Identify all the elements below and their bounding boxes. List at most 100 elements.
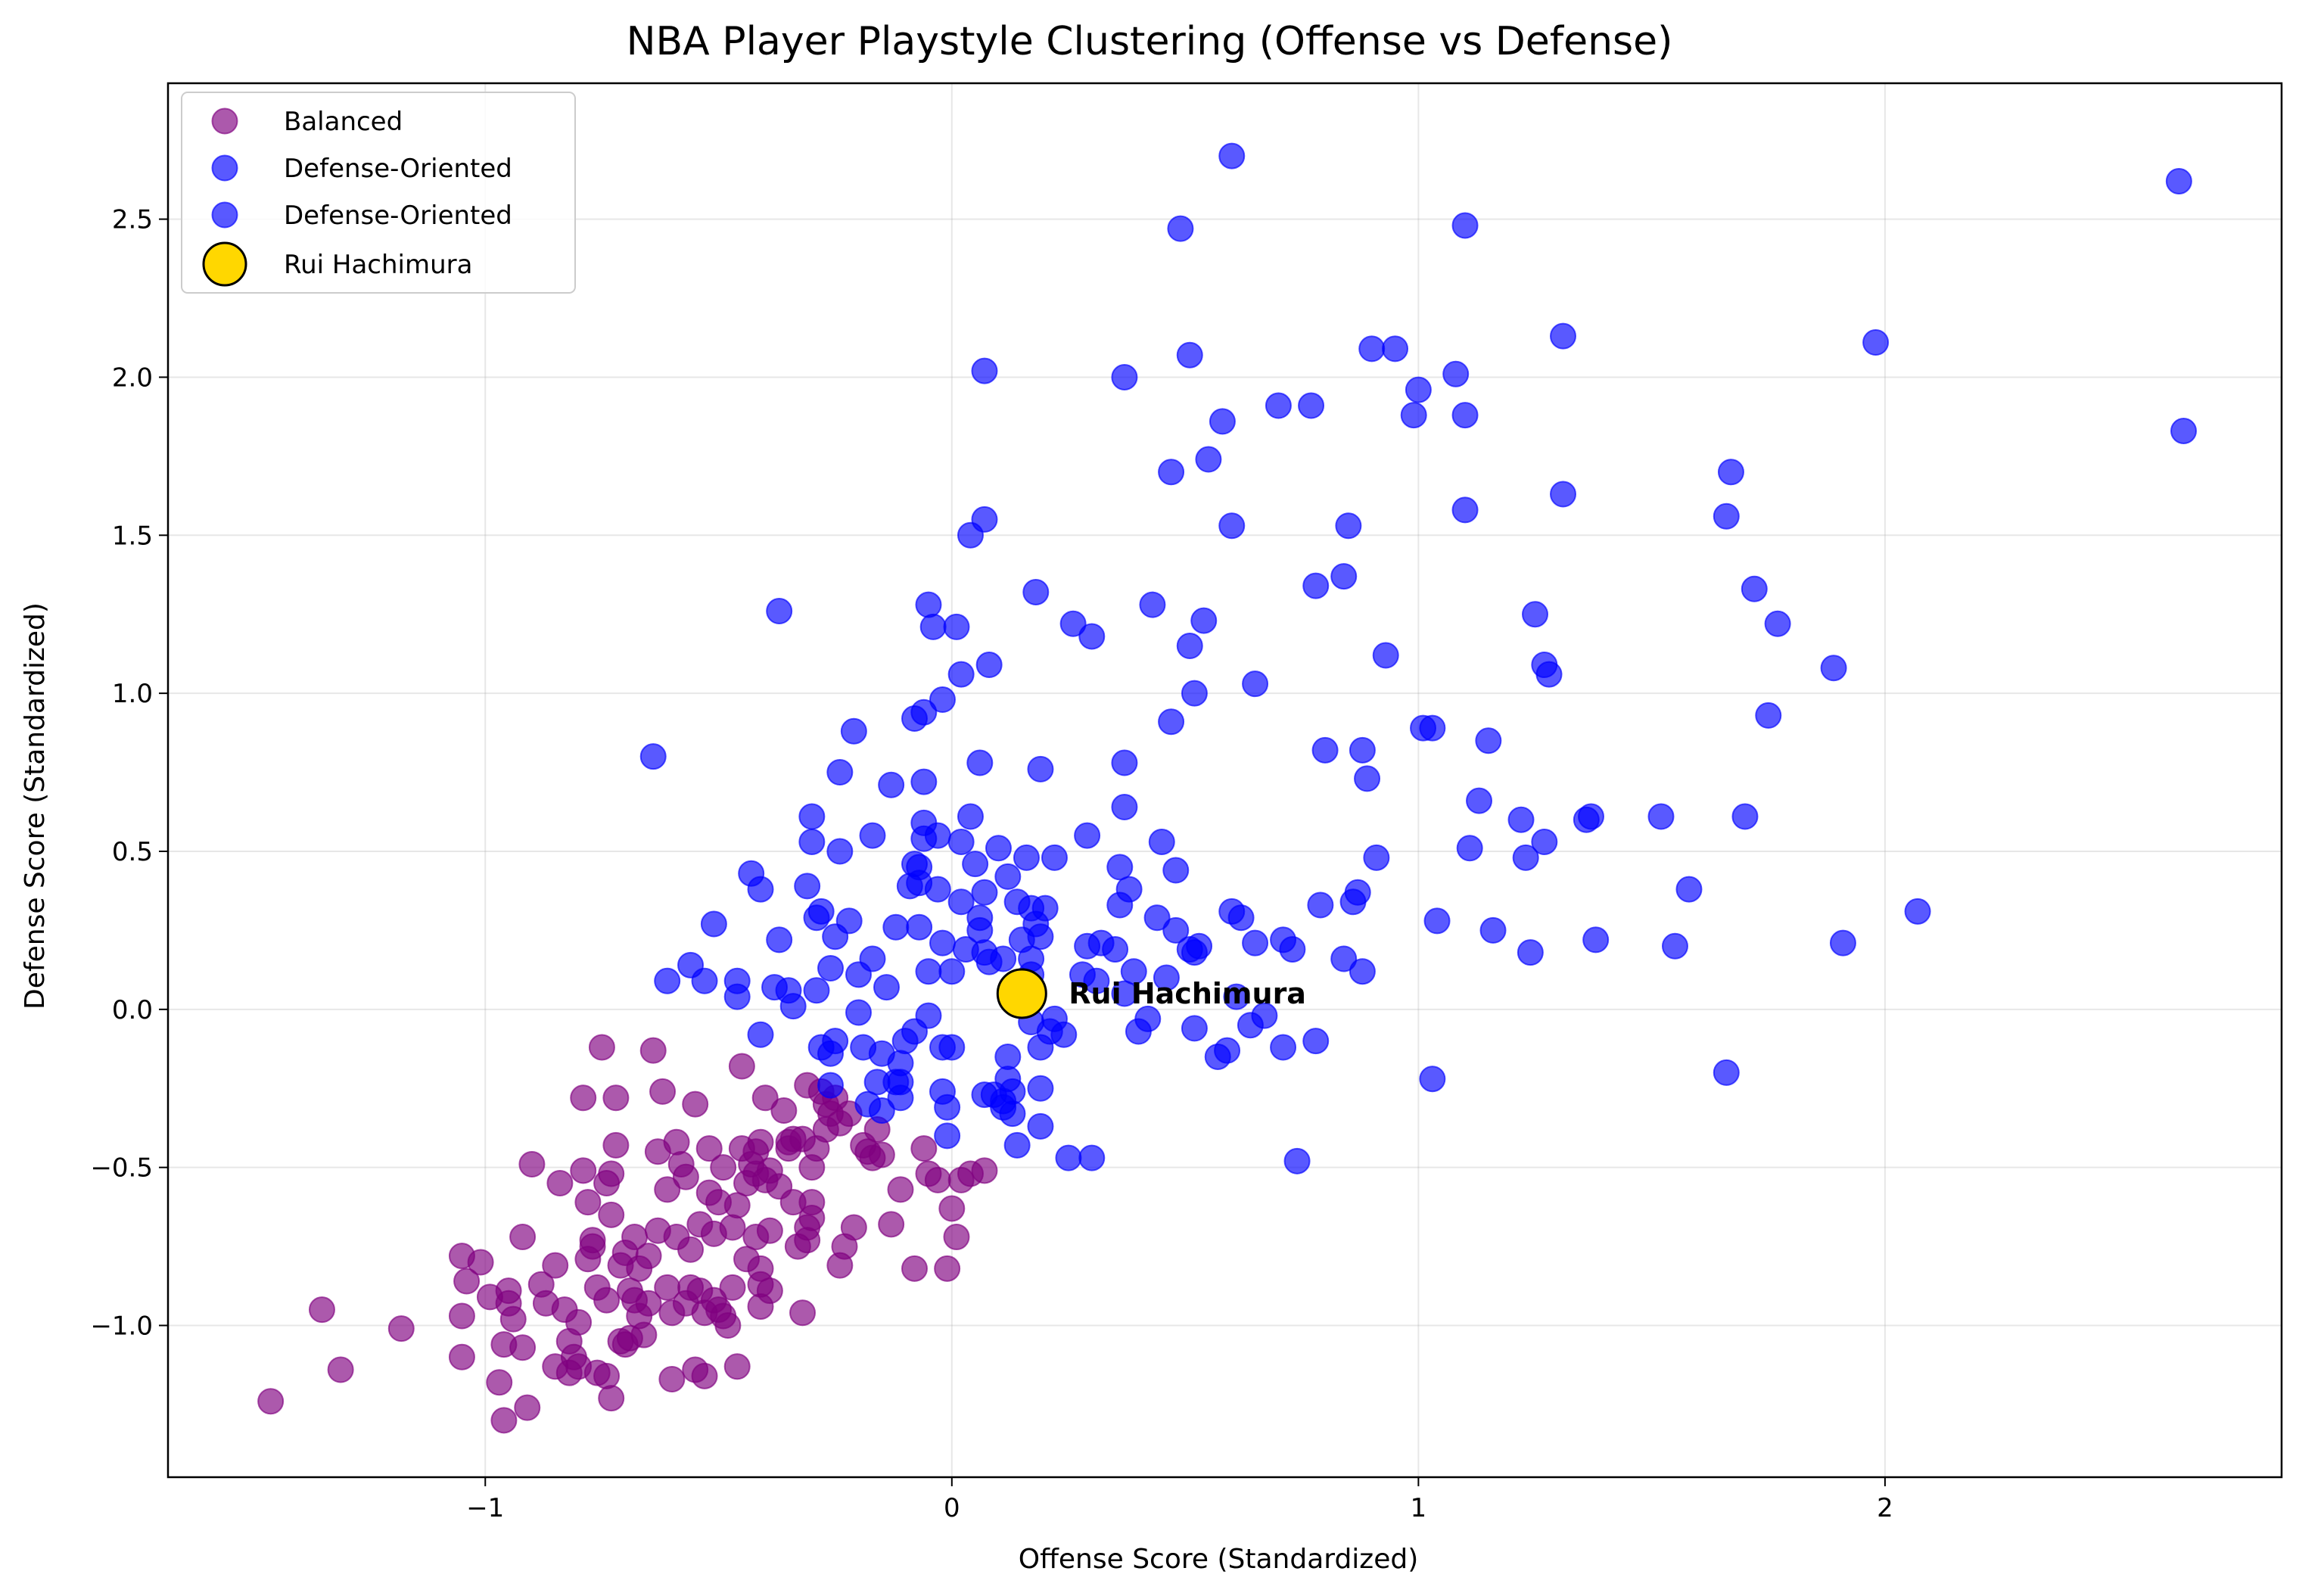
defense-oriented-point <box>929 929 956 957</box>
defense-oriented-point <box>1209 408 1236 435</box>
y-tick-label: 1.5 <box>112 521 153 551</box>
defense-oriented-point <box>985 835 1012 862</box>
balanced-point <box>518 1150 546 1178</box>
balanced-point <box>719 1274 746 1301</box>
legend: Balanced Defense-Oriented Defense-Oriented… <box>181 92 576 294</box>
defense-oriented-point <box>878 771 905 798</box>
balanced-point <box>794 1227 821 1254</box>
balanced-point <box>938 1195 966 1222</box>
defense-oriented-point <box>1270 1034 1297 1061</box>
defense-oriented-point <box>1451 402 1479 429</box>
defense-oriented-point <box>1102 935 1129 963</box>
defense-oriented-point <box>1279 935 1306 963</box>
defense-oriented-point <box>1158 459 1185 486</box>
balanced-point <box>593 1362 621 1389</box>
balanced-point <box>514 1394 541 1421</box>
balanced-point <box>943 1224 970 1251</box>
defense-oriented-point <box>840 717 867 745</box>
defense-oriented-point <box>882 913 910 941</box>
balanced-point <box>387 1315 415 1342</box>
balanced-point <box>448 1302 475 1330</box>
defense-oriented-point <box>1139 591 1166 618</box>
defense-oriented-point <box>1717 459 1744 486</box>
defense-oriented-point <box>915 591 942 618</box>
balanced-point <box>695 1135 723 1162</box>
defense-oriented-point <box>966 916 994 944</box>
defense-oriented-point <box>1027 755 1054 782</box>
defense-oriented-point <box>1283 1147 1311 1174</box>
x-tick-label: 0 <box>944 1493 960 1523</box>
balanced-point <box>635 1243 662 1270</box>
defense-oriented-point <box>910 698 938 726</box>
defense-oriented-point <box>1111 980 1138 1007</box>
defense-oriented-point <box>1003 1131 1031 1159</box>
defense-oriented-point <box>1479 916 1507 944</box>
defense-oriented-point <box>766 598 793 625</box>
defense-oriented-point <box>1358 335 1386 362</box>
defense-oriented-point <box>1242 929 1269 957</box>
defense-oriented-point <box>1143 904 1171 932</box>
defense-oriented-point <box>1475 727 1502 754</box>
balanced-point <box>910 1135 938 1162</box>
chart-title: NBA Player Playstyle Clustering (Offense… <box>627 19 1673 64</box>
balanced-point <box>570 1157 597 1184</box>
defense-oriented-point <box>1078 623 1106 650</box>
defense-oriented-point <box>1661 932 1688 960</box>
defense-oriented-point <box>1335 512 1362 540</box>
balanced-point <box>598 1201 625 1228</box>
defense-oriented-point <box>1158 708 1185 736</box>
defense-oriented-point <box>1582 926 1610 954</box>
defense-oriented-point <box>887 1050 914 1077</box>
balanced-point <box>598 1385 625 1412</box>
balanced-point <box>448 1343 475 1370</box>
defense-oriented-point <box>826 759 854 786</box>
balanced-point <box>570 1084 597 1112</box>
defense-oriented-point <box>1013 844 1040 871</box>
defense-oriented-point <box>794 873 821 900</box>
balanced-point <box>756 1217 783 1244</box>
defense-oriented-point <box>1218 512 1246 540</box>
defense-oriented-point <box>766 926 793 954</box>
defense-oriented-series <box>639 142 2198 1174</box>
balanced-point <box>630 1321 658 1349</box>
defense-oriented-point <box>1550 322 1577 350</box>
defense-oriented-point <box>1419 1066 1446 1093</box>
defense-oriented-point <box>1162 857 1190 884</box>
balanced-point <box>495 1277 522 1305</box>
defense-oriented-point <box>822 1028 849 1055</box>
defense-oriented-point <box>1115 876 1143 903</box>
balanced-point <box>770 1097 798 1124</box>
defense-oriented-point <box>938 1034 966 1061</box>
balanced-point <box>635 1290 662 1317</box>
legend-marker <box>211 107 238 135</box>
defense-oriented-point <box>1031 894 1059 922</box>
balanced-point <box>868 1141 895 1168</box>
defense-oriented-point <box>934 1094 961 1121</box>
balanced-point <box>924 1166 951 1193</box>
defense-oriented-point <box>2170 417 2198 444</box>
y-tick-label: 0.5 <box>112 837 153 867</box>
balanced-point <box>710 1154 737 1181</box>
defense-oriented-point <box>1307 891 1334 919</box>
defense-oriented-point <box>999 1078 1026 1105</box>
defense-oriented-point <box>1550 481 1577 508</box>
defense-oriented-point <box>1535 661 1563 688</box>
defense-oriented-point <box>807 898 835 925</box>
defense-oriented-point <box>947 888 975 916</box>
balanced-point <box>756 1277 783 1305</box>
legend-label: Rui Hachimura <box>284 250 472 280</box>
defense-oriented-point <box>1181 1015 1208 1042</box>
defense-oriented-point <box>1111 363 1138 390</box>
defense-oriented-point <box>1419 714 1446 742</box>
highlight-layer: Rui Hachimura <box>996 968 1306 1019</box>
defense-oriented-point <box>947 661 975 688</box>
defense-oriented-point <box>1423 907 1451 935</box>
defense-oriented-point <box>835 907 863 935</box>
defense-oriented-point <box>1167 215 1194 242</box>
balanced-point <box>499 1305 527 1333</box>
balanced-point <box>798 1204 826 1231</box>
defense-oriented-point <box>1148 828 1175 855</box>
defense-oriented-point <box>1190 607 1218 634</box>
defense-oriented-point <box>691 967 718 994</box>
defense-oriented-point <box>1512 844 1539 871</box>
